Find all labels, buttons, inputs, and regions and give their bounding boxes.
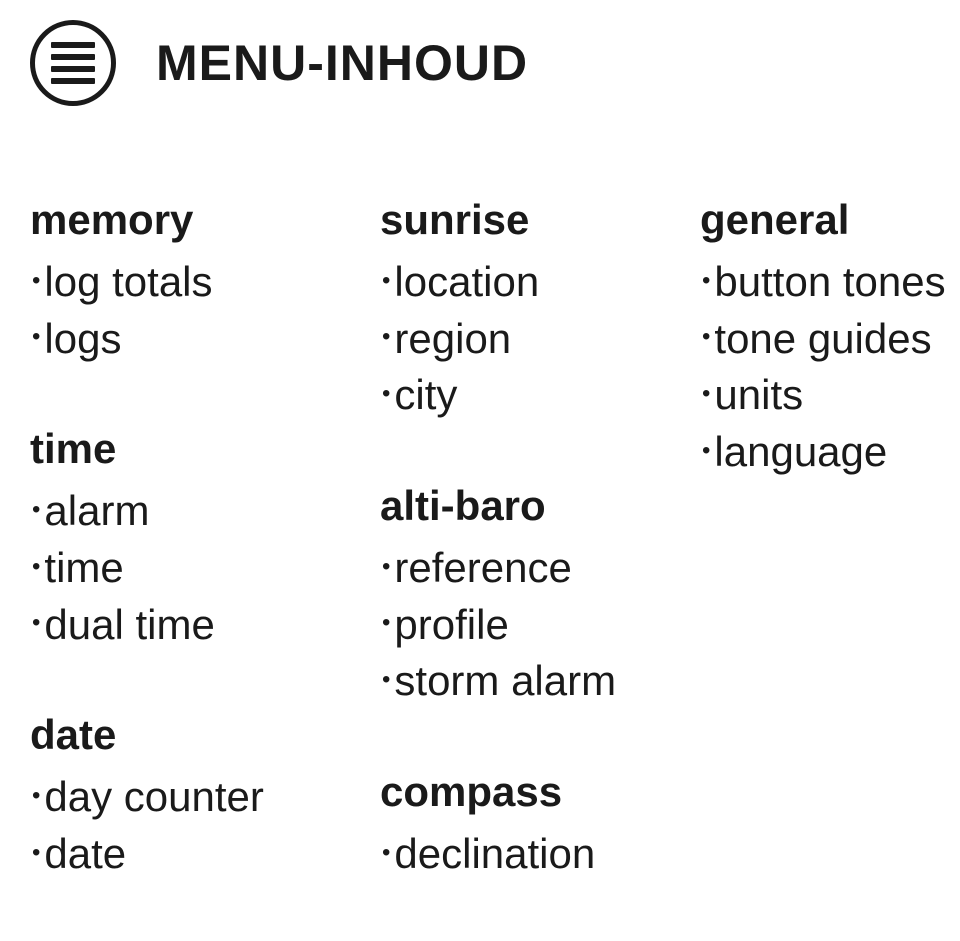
section-time: time alarm time dual time <box>30 425 370 653</box>
section-title: compass <box>380 768 690 816</box>
section-title: memory <box>30 196 370 244</box>
page-title: MENU-INHOUD <box>156 34 528 92</box>
list-item: time <box>30 540 370 597</box>
list-item: city <box>380 367 690 424</box>
section-memory: memory log totals logs <box>30 196 370 367</box>
section-general: general button tones tone guides units l… <box>700 196 960 481</box>
section-compass: compass declination <box>380 768 690 883</box>
section-sunrise: sunrise location region city <box>380 196 690 424</box>
section-title: alti-baro <box>380 482 690 530</box>
section-date: date day counter date <box>30 711 370 882</box>
item-list: alarm time dual time <box>30 483 370 653</box>
list-item: date <box>30 826 370 883</box>
list-item: day counter <box>30 769 370 826</box>
item-list: log totals logs <box>30 254 370 367</box>
list-item: tone guides <box>700 311 960 368</box>
list-item: log totals <box>30 254 370 311</box>
list-item: language <box>700 424 960 481</box>
menu-columns: memory log totals logs time alarm time d… <box>30 196 930 941</box>
item-list: button tones tone guides units language <box>700 254 960 481</box>
section-title: sunrise <box>380 196 690 244</box>
column-3: general button tones tone guides units l… <box>700 196 960 941</box>
item-list: location region city <box>380 254 690 424</box>
list-item: region <box>380 311 690 368</box>
section-title: time <box>30 425 370 473</box>
item-list: declination <box>380 826 690 883</box>
list-item: units <box>700 367 960 424</box>
item-list: reference profile storm alarm <box>380 540 690 710</box>
list-item: button tones <box>700 254 960 311</box>
list-item: dual time <box>30 597 370 654</box>
list-item: profile <box>380 597 690 654</box>
page-header: MENU-INHOUD <box>30 20 930 106</box>
list-item: location <box>380 254 690 311</box>
menu-icon <box>30 20 116 106</box>
column-2: sunrise location region city alti-baro r… <box>380 196 690 941</box>
section-title: general <box>700 196 960 244</box>
list-item: alarm <box>30 483 370 540</box>
item-list: day counter date <box>30 769 370 882</box>
section-title: date <box>30 711 370 759</box>
list-item: logs <box>30 311 370 368</box>
column-1: memory log totals logs time alarm time d… <box>30 196 370 941</box>
list-item: declination <box>380 826 690 883</box>
list-item: reference <box>380 540 690 597</box>
section-alti-baro: alti-baro reference profile storm alarm <box>380 482 690 710</box>
list-item: storm alarm <box>380 653 690 710</box>
